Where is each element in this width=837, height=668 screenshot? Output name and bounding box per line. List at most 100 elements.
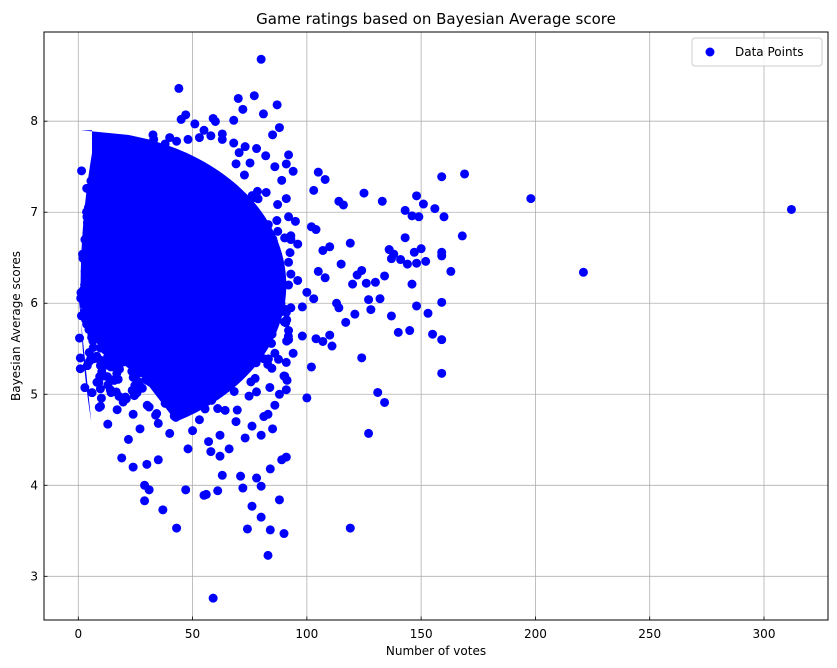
y-tick-label: 7 bbox=[30, 205, 38, 219]
data-point bbox=[578, 267, 588, 277]
data-point bbox=[281, 385, 291, 395]
legend-box bbox=[691, 37, 823, 67]
data-point bbox=[414, 212, 424, 222]
data-point bbox=[281, 357, 291, 367]
data-point bbox=[318, 245, 328, 255]
data-point bbox=[393, 327, 403, 337]
data-point bbox=[407, 279, 417, 289]
data-point bbox=[224, 444, 234, 454]
y-axis-label: Bayesian Average scores bbox=[9, 251, 23, 401]
data-point bbox=[178, 404, 188, 414]
y-tick-label: 8 bbox=[30, 114, 38, 128]
data-point bbox=[140, 496, 150, 506]
data-point bbox=[297, 331, 307, 341]
y-tick-label: 3 bbox=[30, 569, 38, 583]
data-point bbox=[206, 131, 216, 141]
data-point bbox=[199, 490, 209, 500]
data-point bbox=[288, 348, 298, 358]
chart-title: Game ratings based on Bayesian Average s… bbox=[256, 10, 616, 28]
x-tick-label: 0 bbox=[74, 627, 82, 641]
data-point bbox=[249, 91, 259, 101]
plot-area-frame bbox=[43, 31, 829, 621]
data-point bbox=[396, 255, 406, 265]
data-point bbox=[526, 194, 536, 204]
data-point bbox=[421, 256, 431, 266]
data-point bbox=[94, 212, 104, 222]
data-point bbox=[281, 452, 291, 462]
data-point bbox=[437, 172, 447, 182]
data-point bbox=[370, 277, 380, 287]
data-point bbox=[82, 312, 92, 322]
data-point bbox=[268, 130, 278, 140]
data-point bbox=[240, 142, 250, 152]
data-point bbox=[158, 505, 168, 515]
data-point bbox=[286, 303, 296, 313]
data-point bbox=[313, 167, 323, 177]
data-point bbox=[128, 462, 138, 472]
data-point bbox=[144, 485, 154, 495]
x-tick-label: 200 bbox=[524, 627, 547, 641]
data-point bbox=[290, 216, 300, 226]
data-point bbox=[786, 204, 796, 214]
data-point bbox=[375, 294, 385, 304]
data-point bbox=[302, 393, 312, 403]
data-point bbox=[437, 368, 447, 378]
data-point bbox=[199, 125, 209, 135]
data-point bbox=[247, 421, 257, 431]
data-point bbox=[213, 486, 223, 496]
data-point bbox=[265, 525, 275, 535]
data-point bbox=[384, 245, 394, 255]
data-point bbox=[409, 247, 419, 257]
data-point bbox=[366, 305, 376, 315]
data-point bbox=[256, 481, 266, 491]
data-point bbox=[345, 523, 355, 533]
data-point bbox=[277, 175, 287, 185]
data-point bbox=[274, 123, 284, 133]
data-point bbox=[341, 317, 351, 327]
data-point bbox=[215, 451, 225, 461]
data-point bbox=[78, 289, 88, 299]
data-point bbox=[188, 426, 198, 436]
data-point bbox=[380, 271, 390, 281]
data-point bbox=[274, 389, 284, 399]
data-point bbox=[359, 188, 369, 198]
data-point bbox=[112, 405, 122, 415]
data-point bbox=[437, 297, 447, 307]
x-tick-label: 150 bbox=[410, 627, 433, 641]
data-point bbox=[400, 205, 410, 215]
data-point bbox=[183, 444, 193, 454]
data-point bbox=[405, 326, 415, 336]
data-point bbox=[437, 335, 447, 345]
data-point bbox=[325, 330, 335, 340]
data-point bbox=[151, 145, 161, 155]
data-point bbox=[334, 303, 344, 313]
data-point bbox=[236, 471, 246, 481]
y-axis-ticks: 3 4 5 6 7 8 bbox=[30, 114, 48, 583]
data-point bbox=[208, 113, 218, 123]
data-point bbox=[309, 185, 319, 195]
data-point bbox=[416, 244, 426, 254]
data-point bbox=[352, 270, 362, 280]
data-point bbox=[105, 385, 115, 395]
y-tick-label: 5 bbox=[30, 387, 38, 401]
legend: Data Points bbox=[691, 37, 823, 67]
data-point bbox=[318, 336, 328, 346]
data-point bbox=[89, 230, 99, 240]
data-point bbox=[272, 100, 282, 110]
data-point bbox=[256, 54, 266, 64]
data-point bbox=[320, 174, 330, 184]
data-point bbox=[373, 387, 383, 397]
data-point bbox=[430, 204, 440, 214]
data-point bbox=[263, 409, 273, 419]
data-point bbox=[380, 397, 390, 407]
data-point bbox=[268, 424, 278, 434]
data-point bbox=[133, 157, 143, 167]
data-point bbox=[176, 114, 186, 124]
data-point bbox=[190, 119, 200, 129]
data-point bbox=[215, 430, 225, 440]
data-point bbox=[377, 196, 387, 206]
data-point bbox=[284, 335, 294, 345]
data-point bbox=[172, 523, 182, 533]
data-point bbox=[142, 459, 152, 469]
data-point bbox=[386, 254, 396, 264]
